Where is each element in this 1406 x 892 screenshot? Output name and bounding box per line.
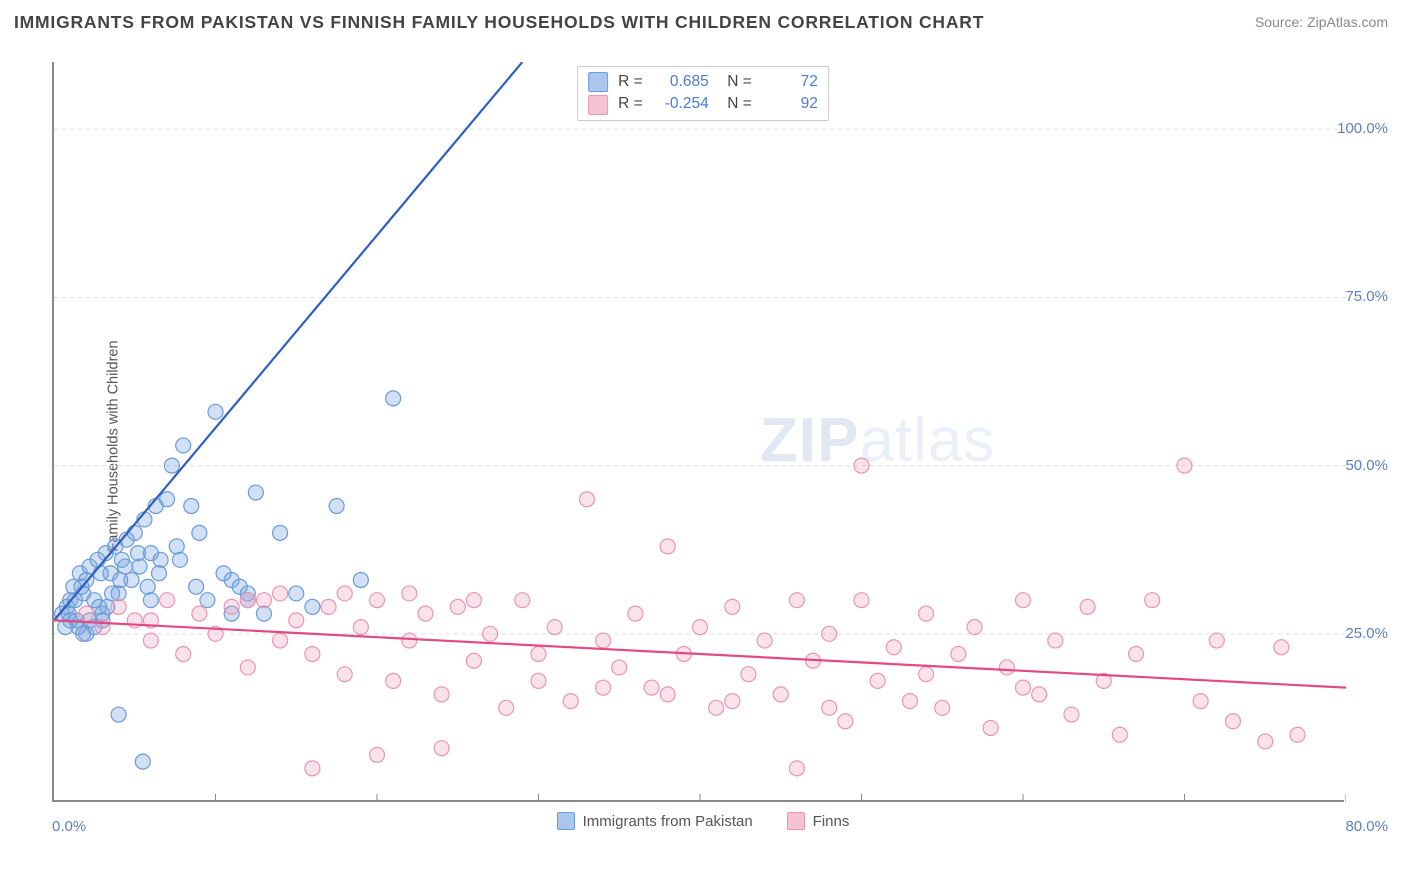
stat-row-pink: R =-0.254 N =92 [588, 93, 818, 115]
correlation-stat-box: R =0.685 N =72 R =-0.254 N =92 [577, 66, 829, 121]
y-tick-label: 25.0% [1345, 625, 1388, 642]
source-attribution: Source: ZipAtlas.com [1255, 14, 1388, 30]
swatch-pink-icon [787, 812, 805, 830]
legend-item-pink: Finns [787, 812, 850, 830]
y-tick-label: 50.0% [1345, 457, 1388, 474]
scatter-svg [54, 62, 1346, 802]
swatch-blue-icon [588, 72, 608, 92]
swatch-blue-icon [557, 812, 575, 830]
legend-bottom: Immigrants from Pakistan Finns [0, 812, 1406, 830]
y-tick-label: 75.0% [1345, 288, 1388, 305]
legend-item-blue: Immigrants from Pakistan [557, 812, 753, 830]
swatch-pink-icon [588, 95, 608, 115]
stat-row-blue: R =0.685 N =72 [588, 71, 818, 93]
watermark: ZIPatlas [760, 405, 995, 476]
y-tick-label: 100.0% [1337, 120, 1388, 137]
chart-title: IMMIGRANTS FROM PAKISTAN VS FINNISH FAMI… [14, 12, 984, 33]
plot-area [52, 62, 1344, 802]
